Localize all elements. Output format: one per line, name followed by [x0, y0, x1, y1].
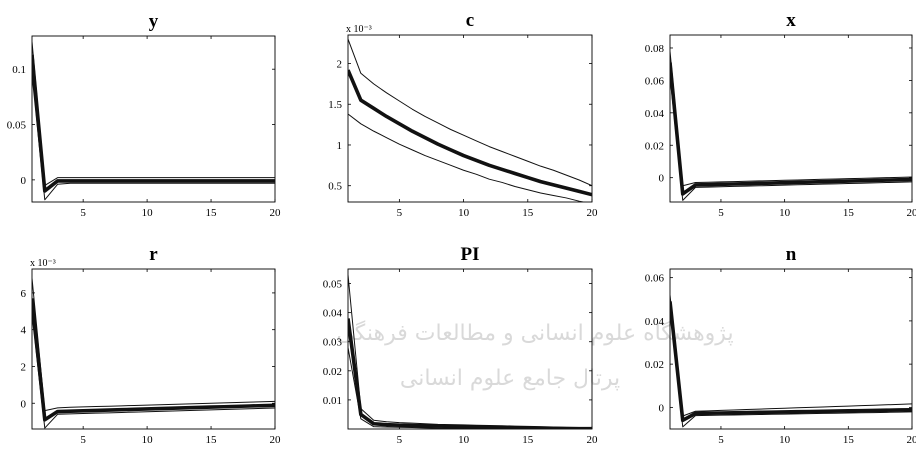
y-tick-label: 0.02 [645, 359, 664, 371]
y-tick-label: 0.05 [7, 120, 27, 132]
series-line-median [670, 301, 912, 423]
series-line-upper [32, 41, 275, 186]
series-line-median [32, 298, 275, 422]
y-tick-label: 0.5 [328, 181, 342, 193]
series-line-upper [348, 274, 592, 429]
x-tick-label: 5 [718, 434, 724, 446]
x-tick-label: 15 [843, 434, 855, 446]
y-tick-label: 0.02 [645, 140, 664, 152]
x-tick-label: 5 [718, 207, 724, 219]
chart-panel-r: r x 10⁻³ 5 10 15 20 0 2 4 6 [21, 244, 282, 446]
y-tick-label: 0.04 [323, 308, 343, 320]
chart-title: r [149, 244, 158, 265]
watermark-text-2: پرتال جامع علوم انسانی [400, 366, 620, 391]
series-line-median [348, 69, 592, 197]
chart-panel-y: y 5 10 15 20 0 0.05 0.1 [7, 11, 281, 219]
series-line-median [348, 318, 592, 429]
y-tick-label: 0.01 [323, 395, 342, 407]
plot-frame [347, 34, 593, 203]
chart-panel-pi: PI 5 10 15 20 0.01 0.02 0.03 0.04 0.05 [323, 244, 598, 446]
y-tick-label: 6 [21, 288, 27, 300]
x-tick-label: 20 [907, 207, 916, 219]
chart-title: y [149, 11, 159, 32]
series-line-lower [32, 314, 275, 429]
x-tick-label: 20 [270, 207, 282, 219]
x-tick-label: 15 [522, 207, 534, 219]
y-tick-label: 2 [337, 59, 343, 71]
plot-frame [669, 34, 913, 203]
watermark: پژوهشگاه علوم انسانی و مطالعات فرهنگی پر… [336, 320, 733, 391]
plot-frame [669, 268, 913, 430]
x-tick-label: 20 [587, 207, 599, 219]
x-tick-label: 15 [843, 207, 855, 219]
x-tick-label: 10 [458, 434, 470, 446]
x-tick-label: 5 [80, 207, 86, 219]
x-tick-label: 20 [270, 434, 282, 446]
series-line-median [670, 62, 912, 196]
series-line-lower [32, 74, 275, 201]
series-line-median [32, 54, 275, 193]
y-tick-label: 1.5 [328, 99, 342, 111]
plot-frame [31, 268, 276, 430]
x-tick-label: 15 [206, 434, 218, 446]
chart-panel-c: c x 10⁻³ 5 10 15 20 0.5 1 1.5 2 [328, 10, 598, 219]
y-tick-label: 0.06 [645, 75, 665, 87]
y-tick-label: 0.1 [12, 64, 26, 76]
plot-frame [347, 268, 593, 430]
x-tick-label: 15 [206, 207, 218, 219]
series-line-upper [32, 278, 275, 412]
x-tick-label: 10 [142, 207, 154, 219]
x-tick-label: 10 [458, 207, 470, 219]
series-line-lower [670, 310, 912, 428]
y-tick-label: 0 [659, 173, 665, 185]
y-tick-label: 0.04 [645, 108, 665, 120]
x-tick-label: 5 [397, 434, 403, 446]
series-line-lower [670, 75, 912, 201]
series-line-lower [348, 113, 587, 202]
axis-exponent-label: x 10⁻³ [346, 24, 372, 35]
x-tick-label: 5 [397, 207, 403, 219]
x-tick-label: 20 [587, 434, 599, 446]
chart-title: c [466, 10, 474, 31]
series-line-upper [670, 294, 912, 417]
x-tick-label: 10 [779, 434, 791, 446]
chart-title: x [786, 10, 796, 31]
chart-title: n [786, 244, 797, 265]
axis-exponent-label: x 10⁻³ [30, 258, 56, 269]
y-tick-label: 0 [21, 398, 27, 410]
y-tick-label: 0.04 [645, 316, 665, 328]
x-tick-label: 10 [142, 434, 154, 446]
watermark-text-1: پژوهشگاه علوم انسانی و مطالعات فرهنگی [336, 320, 733, 346]
y-tick-label: 4 [21, 325, 27, 337]
y-tick-label: 0 [659, 402, 665, 414]
y-tick-label: 0.02 [323, 366, 342, 378]
x-tick-label: 20 [907, 434, 916, 446]
chart-panel-n: n 5 10 15 20 0 0.02 0.04 0.06 [645, 244, 916, 446]
y-tick-label: 0.05 [323, 279, 343, 291]
y-tick-label: 0.03 [323, 337, 343, 349]
chart-panel-x: x 5 10 15 20 0 0.02 0.04 0.06 0.08 [645, 10, 916, 219]
y-tick-label: 0.08 [645, 43, 665, 55]
x-tick-label: 5 [80, 434, 86, 446]
plot-frame [31, 35, 276, 203]
series-line-upper [670, 51, 912, 187]
chart-title: PI [461, 244, 480, 265]
y-tick-label: 1 [337, 140, 343, 152]
y-tick-label: 0 [21, 175, 27, 187]
x-tick-label: 10 [779, 207, 791, 219]
series-line-upper [348, 38, 592, 187]
y-tick-label: 0.06 [645, 273, 665, 285]
y-tick-label: 2 [21, 361, 27, 373]
x-tick-label: 15 [522, 434, 534, 446]
